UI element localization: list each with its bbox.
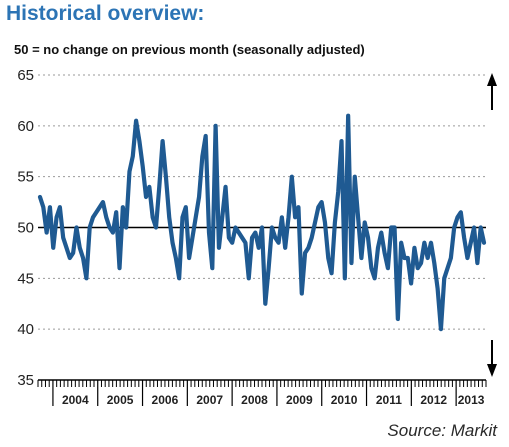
arrow-down-icon bbox=[487, 340, 497, 377]
x-tick-label: 2010 bbox=[331, 393, 358, 407]
x-tick-label: 2006 bbox=[152, 393, 179, 407]
x-tick-label: 2012 bbox=[420, 393, 447, 407]
x-tick-label: 2007 bbox=[196, 393, 223, 407]
x-tick-label: 2005 bbox=[107, 393, 134, 407]
chart-subtitle: 50 = no change on previous month (season… bbox=[14, 42, 365, 57]
y-tick-label: 35 bbox=[17, 372, 34, 389]
x-tick-label: 2011 bbox=[376, 393, 402, 407]
y-tick-label: 45 bbox=[17, 270, 34, 287]
y-tick-label: 65 bbox=[17, 67, 34, 84]
arrow-up-icon bbox=[487, 73, 497, 110]
y-axis-ticks: 35 40 45 50 55 60 65 bbox=[17, 67, 34, 389]
series-line bbox=[37, 113, 487, 332]
x-axis: 2004 2005 2006 2007 2008 2009 2010 2011 2012 2013 bbox=[37, 379, 487, 407]
x-tick-label: 2013 bbox=[458, 393, 485, 407]
x-tick-label: 2004 bbox=[62, 393, 89, 407]
y-tick-label: 40 bbox=[17, 321, 34, 338]
page-title: Historical overview: bbox=[6, 2, 205, 25]
y-tick-label: 55 bbox=[17, 169, 34, 186]
chart-source: Source: Markit bbox=[387, 421, 497, 440]
y-tick-label: 50 bbox=[17, 220, 34, 237]
x-tick-label: 2008 bbox=[241, 393, 268, 407]
grid-lines bbox=[38, 74, 486, 330]
series-group bbox=[37, 113, 487, 332]
y-tick-label: 60 bbox=[17, 118, 34, 135]
x-tick-label: 2009 bbox=[286, 393, 313, 407]
